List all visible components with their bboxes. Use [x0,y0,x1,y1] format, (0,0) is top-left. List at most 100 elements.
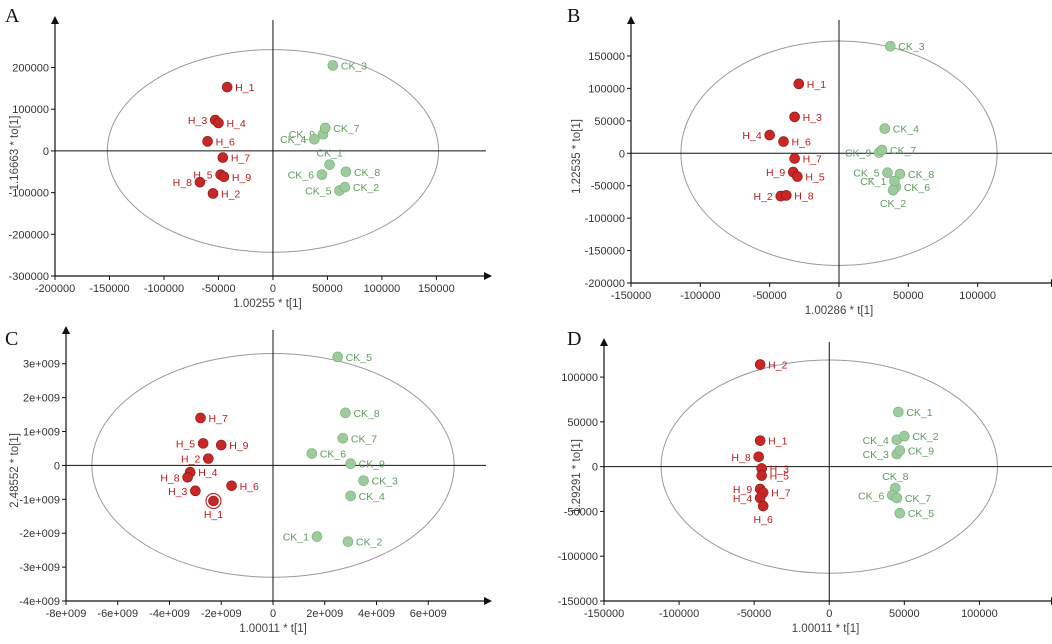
point-h-2 [207,188,219,199]
x-tick-label: 2e+009 [306,608,343,620]
point-ck-3 [358,475,369,486]
x-tick-label: 0 [270,283,276,295]
point-ck-4 [309,133,320,145]
x-tick-label: -150000 [611,290,651,302]
point-label: CK_9 [845,148,871,160]
point-label: CK_2 [880,198,906,210]
point-label: CK_7 [351,433,377,445]
series-h: H_1H_3 H_4H_6H_7H_5 H_9H_8H_2 [173,81,255,200]
point-label: H_2 [768,360,787,372]
y-tick-label: -150000 [585,246,625,258]
point-h-6 [202,136,213,147]
y-tick-label: 0 [619,148,625,160]
y-axis-arrow [62,326,70,334]
point-label: H_7 [231,153,250,165]
point-h-7 [217,152,229,163]
x-tick-label: -50000 [201,283,235,295]
y-tick-label: -100000 [558,551,598,563]
point-label: H_3 [188,115,207,127]
series-ck: CK_3 CK_9 CK_7 CK_4 CK_1CK_6 CK_8 CK_5 CK_2 [280,60,380,198]
point-label: CK_6 [288,170,314,182]
series-h: H_7 H_5 H_9 H_2H_4 H_8 H_3 H_6 H_1 [160,412,259,521]
y-tick-label: -50000 [564,506,598,518]
point-label: CK_7 [905,493,931,505]
point-h-8 [194,176,206,188]
y-tick-label: -2e+009 [19,528,60,540]
point-ck-1 [889,175,900,187]
y-tick-label: 50000 [567,417,598,429]
point-h-3 [789,111,800,123]
point-label: H_4 [198,467,217,479]
point-label: H_6 [754,514,773,526]
point-label: H_1 [807,79,826,91]
x-tick-label: -6e+009 [97,608,138,620]
x-tick-label: 0 [826,608,832,620]
point-h-4 [764,129,775,141]
x-tick-label: 100000 [364,283,401,295]
x-axis-title: 1.00011 * t[1] [792,623,860,635]
point-ck-7 [337,432,349,444]
point-label: H_6 [216,136,235,148]
y-tick-label: 200000 [12,63,49,75]
point-label: H_3 [168,486,187,498]
y-tick-label: -50000 [591,181,625,193]
y-axis-title: 1.22535 * to[1] [571,119,583,194]
x-axis-title: 1.00255 * t[1] [233,298,301,310]
y-tick-label: -3e+009 [19,562,60,574]
panel-c: C -8e+009 -6e+009 -4e+009 -2e+009 0 2e+009 4e+0… [5,326,492,635]
point-h-1 [221,81,233,93]
y-tick-label: -1e+009 [19,494,60,506]
point-label: CK_4 [280,134,306,146]
point-label: H_8 [794,190,813,202]
panel-label: A [5,5,20,27]
point-label: H_4 [226,118,245,130]
x-axis-arrow [484,597,492,605]
point-h-5 [756,470,767,481]
x-tick-label: 50000 [893,290,924,302]
point-label: CK_1 [906,407,932,419]
point-label: CK_9 [908,446,934,458]
y-tick-label: -100000 [9,188,49,200]
point-label: H_5 [176,438,195,450]
point-h-6 [757,500,769,512]
point-ck-9 [345,458,356,470]
x-tick-label: 0 [836,290,842,302]
point-label: CK_3 [898,41,924,53]
point-h-1 [208,495,219,507]
point-label: H_4 [742,130,761,142]
point-h-9 [218,171,230,183]
y-tick-label: 50000 [594,116,625,128]
point-h-8 [182,471,193,483]
x-tick-label: -100000 [680,290,720,302]
y-tick-label: -200000 [585,278,625,290]
point-ck-6 [306,448,318,459]
y-tick-label: -200000 [9,229,49,241]
y-axis-arrow [600,338,608,346]
x-tick-label: -4e+009 [149,608,190,620]
x-tick-label: -150000 [89,283,129,295]
point-label: CK_8 [908,169,934,181]
point-label: H_6 [240,481,259,493]
point-label: H_7 [771,488,790,500]
point-h-6 [778,136,789,147]
point-label: CK_2 [356,537,382,549]
point-label: CK_7 [333,123,359,135]
point-label: H_2 [221,188,240,200]
point-label: H_5 [770,471,789,483]
y-tick-label: 1e+009 [23,427,60,439]
y-tick-label: 3e+009 [23,359,60,371]
point-label: H_9 [766,167,785,179]
point-label: H_7 [803,153,822,165]
panel-a: A -200000 -150000 -100000 -50000 0 50000 100000… [5,5,492,310]
point-ck-7 [891,492,903,504]
point-h-5 [197,438,209,449]
point-label: CK_8 [353,408,379,420]
y-tick-label: 0 [592,462,598,474]
x-tick-label: -50000 [737,608,771,620]
point-ck-7 [319,122,331,134]
point-label: H_1 [768,436,787,448]
point-h-6 [226,480,237,492]
y-tick-label: -100000 [585,213,625,225]
point-label: CK_6 [320,449,346,461]
